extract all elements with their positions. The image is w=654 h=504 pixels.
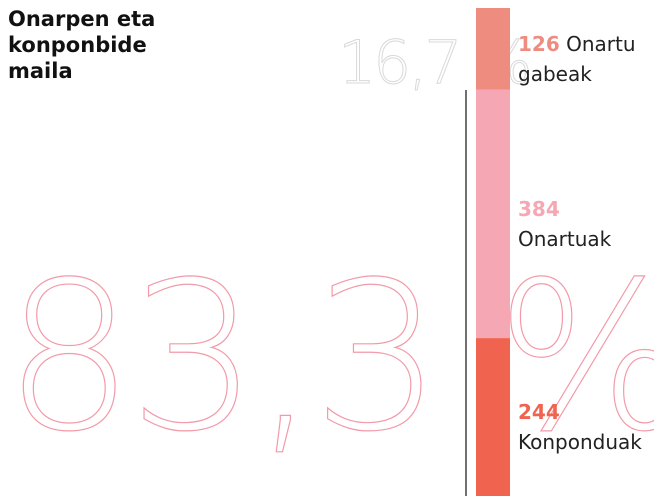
segment-value: 384 [518, 197, 560, 221]
segment-label: 244 [518, 400, 560, 424]
bar-segment [476, 89, 510, 339]
segment-value: 244 [518, 400, 560, 424]
segment-name: gabeak [518, 62, 592, 86]
segment-name: Onartuak [518, 227, 612, 251]
segment-name: Konponduak [518, 430, 642, 454]
segment-name: Onartu [560, 32, 636, 56]
segment-label: 126 Onartu [518, 32, 636, 56]
bar-segment [476, 338, 510, 496]
segment-value: 126 [518, 32, 560, 56]
segment-label: 384 [518, 197, 560, 221]
chart-title: Onarpen eta konponbide maila [8, 7, 156, 83]
big-percentage: 83,3 % [4, 239, 654, 477]
bar-segment [476, 8, 510, 90]
